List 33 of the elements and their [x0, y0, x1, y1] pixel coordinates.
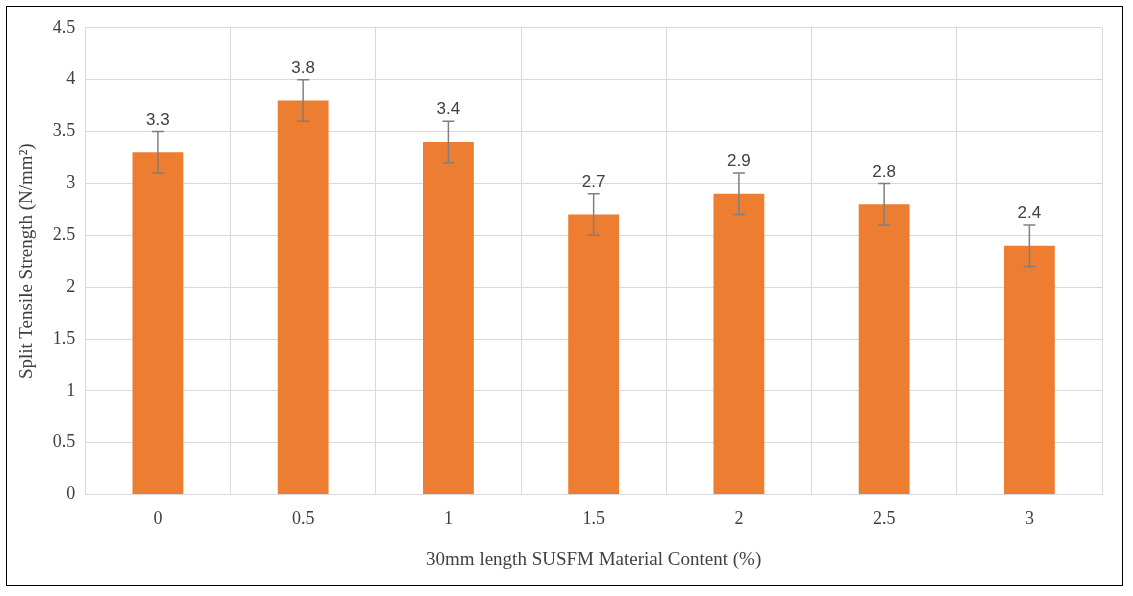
- bar: [568, 214, 620, 495]
- x-tick-label: 2.5: [872, 508, 896, 529]
- y-tick-label: 3.5: [52, 120, 76, 141]
- x-tick-label: 2: [734, 508, 744, 529]
- y-axis-title: Split Tensile Strength (N/mm²): [15, 143, 38, 380]
- data-label: 2.8: [872, 161, 896, 181]
- x-tick-label: 1: [443, 508, 453, 529]
- y-tick-label: 4: [66, 68, 76, 89]
- y-tick-label: 0.5: [52, 431, 76, 452]
- data-label: 2.7: [581, 171, 606, 191]
- data-label: 3.4: [436, 99, 461, 119]
- data-label: 3.3: [146, 109, 170, 129]
- bar: [132, 152, 184, 495]
- bar: [858, 204, 910, 495]
- y-tick-label: 4.5: [52, 16, 76, 37]
- data-label: 2.9: [727, 151, 751, 171]
- x-axis-title: 30mm length SUSFM Material Content (%): [426, 547, 762, 570]
- bar: [1003, 245, 1055, 495]
- data-label: 2.4: [1017, 203, 1042, 223]
- y-tick-label: 2: [66, 275, 76, 296]
- x-tick-label: 3: [1024, 508, 1034, 529]
- y-tick-label: 2.5: [52, 224, 76, 244]
- y-tick-label: 3: [66, 172, 76, 193]
- x-tick-label: 0: [153, 508, 163, 529]
- y-tick-label: 1: [66, 379, 76, 400]
- y-tick-label: 1.5: [52, 327, 76, 348]
- bar: [277, 100, 329, 495]
- bar: [713, 193, 765, 495]
- data-label: 3.8: [291, 57, 315, 77]
- y-tick-label: 0: [66, 483, 76, 504]
- x-tick-label: 1.5: [582, 508, 605, 529]
- bar: [422, 141, 474, 495]
- x-tick-label: 0.5: [291, 508, 315, 529]
